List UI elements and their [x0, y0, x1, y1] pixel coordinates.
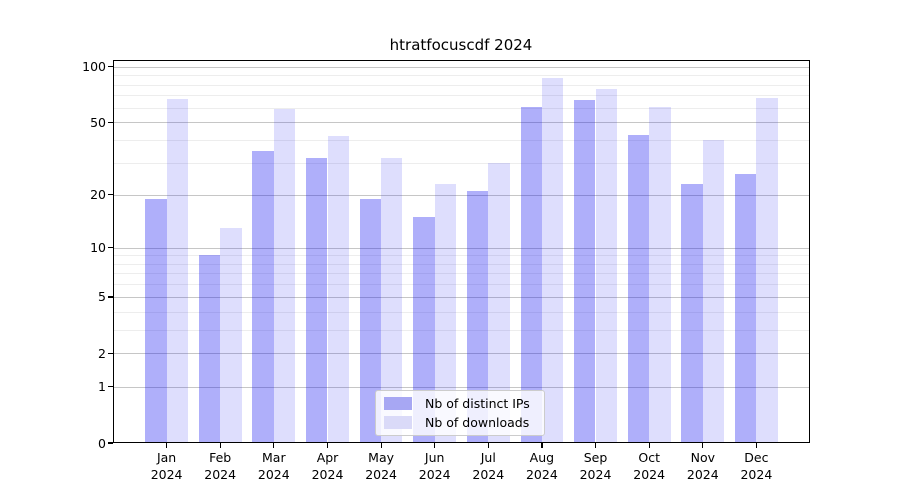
y-tick-mark [108, 352, 113, 355]
x-tick-mark [326, 443, 329, 448]
y-tick-label: 20 [90, 187, 106, 203]
legend-label-downloads: Nb of downloads [425, 415, 530, 430]
x-tick-label: Feb 2024 [204, 450, 237, 482]
minor-gridline [113, 330, 810, 331]
minor-gridline [113, 107, 810, 109]
y-tick-mark [108, 246, 113, 249]
minor-gridline [113, 163, 810, 164]
x-tick-label: Sep 2024 [579, 450, 612, 482]
y-tick-label: 10 [90, 240, 106, 255]
bar-nb-of-distinct-ips-jun [413, 216, 435, 443]
y-tick-mark [108, 385, 113, 388]
major-gridline [113, 247, 810, 249]
bar-nb-of-distinct-ips-jul [466, 191, 489, 443]
x-tick-mark [219, 443, 221, 448]
minor-gridline [113, 255, 810, 257]
y-tick-mark [108, 442, 113, 444]
minor-gridline [113, 140, 810, 142]
y-tick-mark [108, 66, 113, 68]
bar-nb-of-downloads-nov [702, 140, 725, 443]
bar-nb-of-downloads-jan [166, 99, 188, 443]
legend-item-downloads: Nb of downloads [384, 415, 544, 430]
bar-nb-of-downloads-aug [541, 77, 564, 443]
major-gridline [113, 122, 810, 124]
minor-gridline [113, 75, 810, 77]
bar-nb-of-downloads-dec [756, 97, 778, 443]
minor-gridline [113, 311, 810, 313]
y-tick-mark [108, 296, 113, 298]
bar-nb-of-distinct-ips-jan [145, 198, 167, 443]
x-tick-label: Jul 2024 [472, 450, 505, 482]
x-tick-label: Oct 2024 [633, 450, 666, 482]
x-tick-label: Nov 2024 [686, 450, 719, 482]
x-tick-label: Dec 2024 [740, 450, 773, 482]
bar-nb-of-downloads-may [381, 157, 403, 443]
x-tick-mark [594, 443, 597, 448]
bar-nb-of-distinct-ips-dec [735, 174, 757, 443]
bar-nb-of-distinct-ips-oct [627, 134, 650, 443]
bar-nb-of-distinct-ips-nov [681, 183, 703, 443]
x-tick-mark [273, 443, 275, 448]
legend-item-distinct-ips: Nb of distinct IPs [384, 396, 544, 411]
x-tick-mark [541, 443, 543, 448]
bar-nb-of-downloads-jun [434, 183, 457, 443]
legend: Nb of distinct IPs Nb of downloads [375, 390, 545, 436]
bar-nb-of-distinct-ips-mar [252, 150, 274, 443]
minor-gridline [113, 284, 810, 286]
x-tick-label: Jun 2024 [418, 450, 451, 482]
x-tick-mark [648, 443, 650, 448]
bar-nb-of-distinct-ips-may [359, 198, 382, 443]
major-gridline [113, 66, 810, 68]
minor-gridline [113, 84, 810, 86]
y-tick-label: 2 [98, 345, 106, 361]
bar-nb-of-downloads-sep [595, 88, 617, 443]
x-tick-label: Jan 2024 [150, 450, 183, 482]
major-gridline [113, 296, 810, 298]
y-tick-label: 1 [98, 379, 106, 394]
plot-area [113, 60, 810, 443]
x-tick-label: Aug 2024 [525, 450, 558, 482]
chart-title: htratfocuscdf 2024 [389, 36, 533, 54]
minor-gridline [113, 263, 810, 265]
minor-gridline [113, 95, 810, 97]
bar-nb-of-distinct-ips-apr [306, 157, 328, 443]
legend-swatch-distinct-ips [384, 397, 412, 410]
bar-nb-of-distinct-ips-sep [574, 100, 596, 443]
y-tick-label: 5 [98, 289, 106, 305]
x-tick-mark [487, 443, 489, 448]
bar-nb-of-downloads-oct [649, 106, 671, 443]
x-tick-mark [702, 443, 704, 448]
minor-gridline [113, 273, 810, 275]
x-tick-label: May 2024 [365, 450, 397, 482]
x-tick-mark [434, 443, 436, 448]
x-tick-mark [166, 443, 168, 448]
legend-label-distinct-ips: Nb of distinct IPs [425, 396, 530, 411]
bar-nb-of-downloads-jul [488, 163, 510, 443]
x-tick-mark [755, 443, 758, 448]
legend-swatch-downloads [384, 416, 412, 429]
y-tick-mark [108, 194, 113, 196]
x-tick-label: Apr 2024 [311, 450, 344, 482]
major-gridline [113, 386, 810, 388]
bar-nb-of-downloads-apr [327, 136, 349, 443]
y-tick-label: 0 [98, 435, 106, 451]
y-tick-mark [108, 121, 113, 124]
bar-nb-of-distinct-ips-aug [520, 106, 542, 443]
y-tick-label: 50 [90, 114, 106, 130]
major-gridline [113, 194, 810, 196]
bar-nb-of-distinct-ips-feb [198, 255, 221, 443]
x-tick-mark [380, 443, 382, 448]
x-tick-label: Mar 2024 [257, 450, 290, 482]
major-gridline [113, 353, 810, 355]
bar-nb-of-downloads-feb [220, 227, 242, 443]
bar-nb-of-downloads-mar [273, 109, 296, 443]
y-tick-label: 100 [82, 59, 106, 75]
